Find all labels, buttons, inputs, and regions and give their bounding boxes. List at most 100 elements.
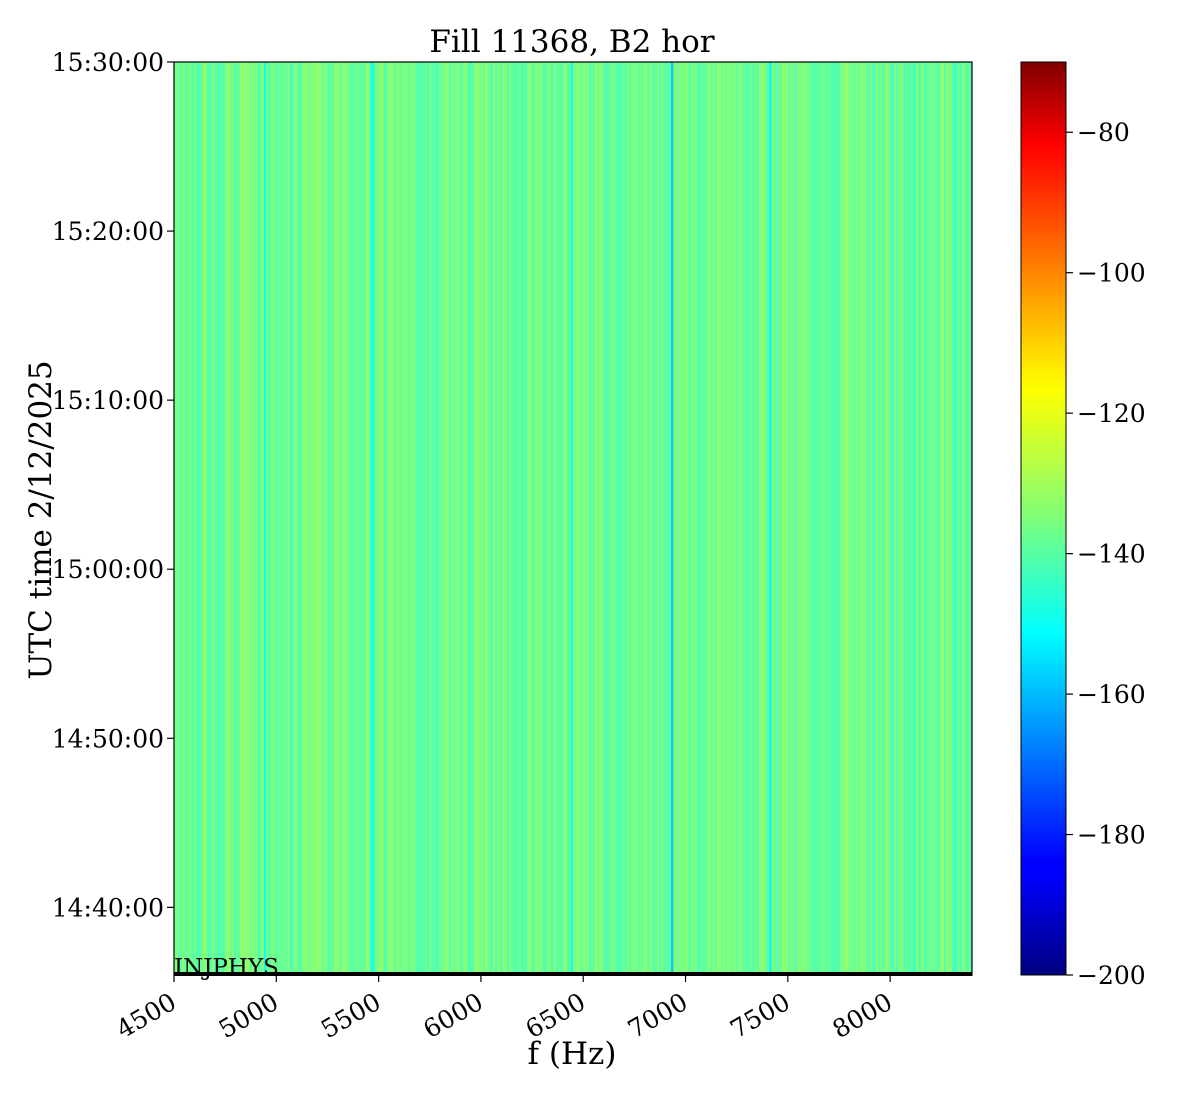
heatmap-column (868, 62, 871, 975)
colorbar-tick-label: −80 (1077, 118, 1130, 147)
x-tick-label: 7500 (725, 987, 795, 1044)
heatmap-column (842, 62, 845, 975)
colorbar-ticks: −200 −180 −160 −140 −120 −100 −80 (1066, 118, 1146, 990)
heatmap-column (417, 62, 420, 975)
heatmap-column (249, 62, 253, 975)
heatmap-column (337, 62, 341, 975)
heatmap-column (351, 62, 355, 975)
heatmap-column (628, 62, 632, 975)
heatmap-column (174, 62, 177, 975)
y-axis-label: UTC time 2/12/2025 (23, 360, 59, 679)
heatmap-column (511, 62, 514, 975)
y-tick-label: 15:10:00 (52, 386, 164, 415)
heatmap-column (507, 62, 510, 975)
heatmap-column (475, 62, 478, 975)
heatmap-column (928, 62, 931, 975)
heatmap-column (199, 62, 203, 975)
heatmap-column (193, 62, 197, 975)
heatmap-column (706, 62, 710, 975)
heatmap-column (309, 62, 313, 975)
heatmap-column (966, 62, 969, 975)
heatmap-column (233, 62, 237, 975)
heatmap-column (447, 62, 450, 975)
heatmap-column (269, 62, 273, 975)
y-tick-label: 15:30:00 (52, 48, 164, 77)
heatmap-column (692, 62, 696, 975)
heatmap-column (209, 62, 213, 975)
heatmap-column (870, 62, 873, 975)
colorbar-tick-label: −120 (1077, 399, 1146, 428)
heatmap-column (461, 62, 464, 975)
heatmap-column (361, 62, 365, 975)
heatmap-column (806, 62, 810, 975)
heatmap-column (962, 62, 965, 975)
heatmap-column (862, 62, 865, 975)
heatmap-column (656, 62, 660, 975)
heatmap-column (555, 62, 558, 975)
heatmap-column (203, 62, 207, 975)
x-tick-label: 5000 (214, 987, 284, 1044)
y-tick-label: 14:40:00 (52, 893, 164, 922)
y-tick-label: 15:00:00 (52, 555, 164, 584)
heatmap-column (397, 62, 401, 975)
heatmap-column (295, 62, 299, 975)
heatmap-column (297, 62, 301, 975)
colorbar: −200 −180 −160 −140 −120 −100 −80 (1020, 61, 1146, 990)
heatmap-column (936, 62, 939, 975)
heatmap-column (201, 62, 205, 975)
heatmap-column (716, 62, 720, 975)
heatmap-column (543, 62, 546, 975)
heatmap-column (245, 62, 249, 975)
heatmap-column (463, 62, 466, 975)
heatmap-column (439, 62, 442, 975)
heatmap-column (734, 62, 738, 975)
heatmap-column (796, 62, 800, 975)
heatmap-column (559, 62, 562, 975)
heatmap-column (738, 62, 742, 975)
heatmap-column (425, 62, 428, 975)
heatmap-column (479, 62, 482, 975)
heatmap-column (541, 62, 544, 975)
heatmap-column (916, 62, 919, 975)
heatmap-column (900, 62, 903, 975)
heatmap-column (934, 62, 937, 975)
heatmap-column (618, 62, 622, 975)
heatmap-column (176, 62, 179, 975)
heatmap-column (682, 62, 686, 975)
heatmap-column (357, 62, 361, 975)
heatmap-column (205, 62, 209, 975)
heatmap-column (523, 62, 526, 975)
heatmap-column (642, 62, 646, 975)
heatmap-column (443, 62, 446, 975)
heatmap-column (702, 62, 706, 975)
colorbar-tick-label: −180 (1077, 821, 1146, 850)
heatmap-column (271, 62, 275, 975)
heatmap-column (329, 62, 333, 975)
heatmap-column (339, 62, 343, 975)
heatmap-column (874, 62, 877, 975)
heatmap-column (876, 62, 879, 975)
heatmap-column (299, 62, 303, 975)
injphys-marker-bar (174, 972, 972, 976)
heatmap-column (185, 62, 189, 975)
heatmap-column (844, 62, 847, 975)
heatmap-column (305, 62, 309, 975)
heatmap-column (812, 62, 815, 975)
heatmap-column (343, 62, 347, 975)
heatmap-column (952, 62, 955, 975)
heatmap-column (850, 62, 853, 975)
heatmap-column (724, 62, 728, 975)
heatmap-column (658, 62, 662, 975)
heatmap-column (592, 62, 596, 975)
heatmap-column (608, 62, 612, 975)
heatmap-column (902, 62, 905, 975)
heatmap-column (517, 62, 520, 975)
heatmap-column (664, 62, 668, 975)
heatmap-column (267, 62, 271, 975)
colorbar-tick-label: −100 (1077, 259, 1146, 288)
heatmap-column (375, 62, 379, 975)
heatmap-column (177, 62, 181, 975)
heatmap-column (433, 62, 436, 975)
heatmap-column (197, 62, 201, 975)
heatmap-column (700, 62, 704, 975)
